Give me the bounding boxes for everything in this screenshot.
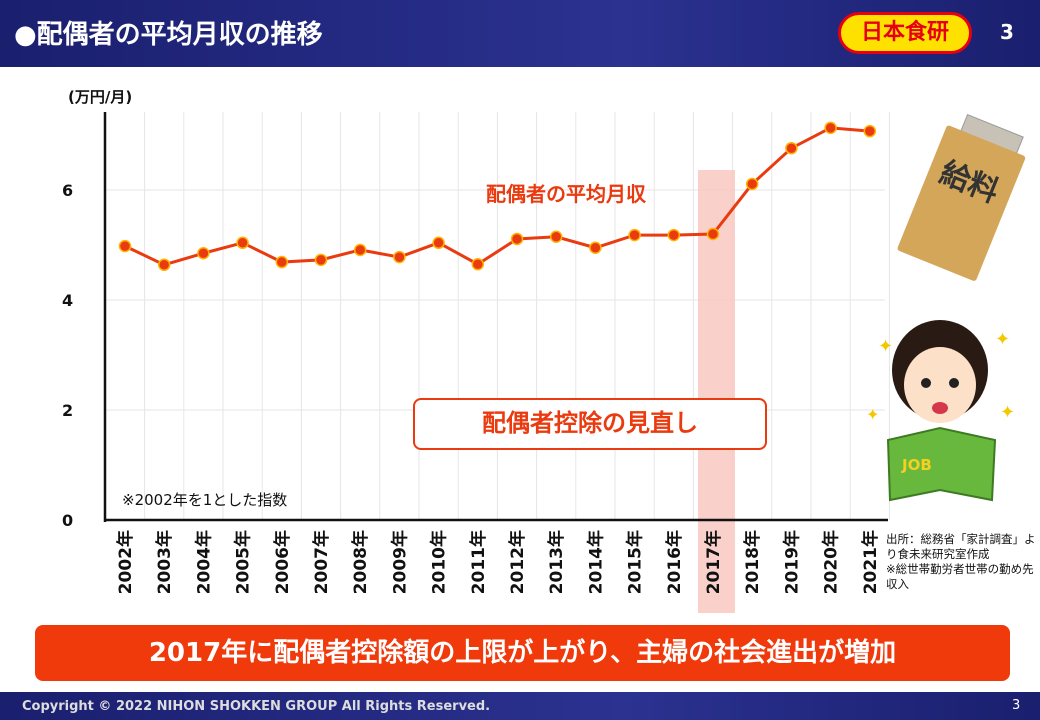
data-point <box>471 258 485 271</box>
chart-note: ※2002年を1とした指数 <box>122 491 288 509</box>
y-tick-label: 2 <box>62 401 73 420</box>
source-note: 出所：総務省「家計調査」より食未来研究室作成 ※総世帯勤労者世帯の勤め先収入 <box>886 532 1036 592</box>
y-axis-unit: (万円/月) <box>68 88 133 106</box>
x-tick-label: 2008年 <box>350 530 371 594</box>
data-point <box>353 243 367 257</box>
data-point <box>785 141 798 155</box>
data-point <box>706 227 720 241</box>
data-point <box>118 239 132 253</box>
x-tick-label: 2017年 <box>703 530 724 594</box>
source-line: 出所：総務省「家計調査」より食未来研究室作成 <box>886 532 1036 561</box>
svg-text:✦: ✦ <box>995 329 1010 350</box>
data-point <box>863 124 877 138</box>
x-tick-label: 2004年 <box>193 530 214 594</box>
page-number: 3 <box>1000 20 1014 44</box>
source-line: ※総世帯勤労者世帯の勤め先収入 <box>886 562 1034 591</box>
x-tick-label: 2021年 <box>860 530 881 594</box>
data-point <box>667 228 681 242</box>
x-tick-label: 2014年 <box>585 530 606 594</box>
x-tick-label: 2010年 <box>429 530 450 594</box>
svg-text:✦: ✦ <box>866 405 879 424</box>
x-tick-label: 2012年 <box>507 530 528 594</box>
slide-title: ●配偶者の平均月収の推移 <box>14 20 323 50</box>
x-tick-label: 2018年 <box>742 530 763 594</box>
x-tick-label: 2019年 <box>781 530 802 594</box>
series-line <box>124 126 870 267</box>
x-tick-label: 2005年 <box>233 530 254 594</box>
data-point <box>824 121 837 135</box>
data-point <box>236 236 249 250</box>
data-point <box>393 250 406 264</box>
x-tick-label: 2003年 <box>154 530 175 594</box>
footer-page-number: 3 <box>1012 698 1021 713</box>
svg-text:✦: ✦ <box>878 336 893 357</box>
book-text: JOB <box>901 456 932 474</box>
x-tick-label: 2015年 <box>625 530 646 594</box>
girl-reading-illustration: JOB ✦ ✦ ✦ ✦ <box>866 320 1015 502</box>
data-point <box>314 253 328 267</box>
data-point <box>197 247 210 260</box>
data-point <box>157 258 171 272</box>
x-tick-label: 2002年 <box>115 530 136 594</box>
x-tick-label: 2013年 <box>546 530 567 594</box>
callout-box: 配偶者控除の見直し <box>413 398 767 450</box>
y-tick-label: 6 <box>62 181 73 200</box>
series-label: 配偶者の平均月収 <box>486 182 646 206</box>
data-point <box>589 241 602 254</box>
y-tick-label: 4 <box>62 291 73 310</box>
x-tick-label: 2007年 <box>311 530 332 594</box>
x-tick-label: 2020年 <box>821 530 842 594</box>
x-tick-label: 2006年 <box>272 530 293 594</box>
x-tick-label: 2016年 <box>664 530 685 594</box>
svg-text:✦: ✦ <box>1000 402 1015 423</box>
salary-envelope-illustration: 給料 <box>897 113 1026 281</box>
y-tick-label: 0 <box>62 511 73 530</box>
data-point <box>549 230 563 243</box>
data-point <box>510 232 524 246</box>
x-tick-label: 2009年 <box>389 530 410 594</box>
data-point <box>745 177 759 191</box>
data-point <box>628 228 641 242</box>
data-point <box>275 255 289 269</box>
copyright: Copyright © 2022 NIHON SHOKKEN GROUP All… <box>22 699 491 714</box>
footer-bar: Copyright © 2022 NIHON SHOKKEN GROUP All… <box>0 692 1040 720</box>
data-point <box>432 236 445 250</box>
highlight-2017 <box>698 170 735 613</box>
summary-banner: 2017年に配偶者控除額の上限が上がり、主婦の社会進出が増加 <box>35 625 1010 681</box>
x-tick-label: 2011年 <box>468 530 489 594</box>
title-bar: ●配偶者の平均月収の推移 日本食研 3 <box>0 0 1040 67</box>
company-logo: 日本食研 <box>838 12 972 54</box>
